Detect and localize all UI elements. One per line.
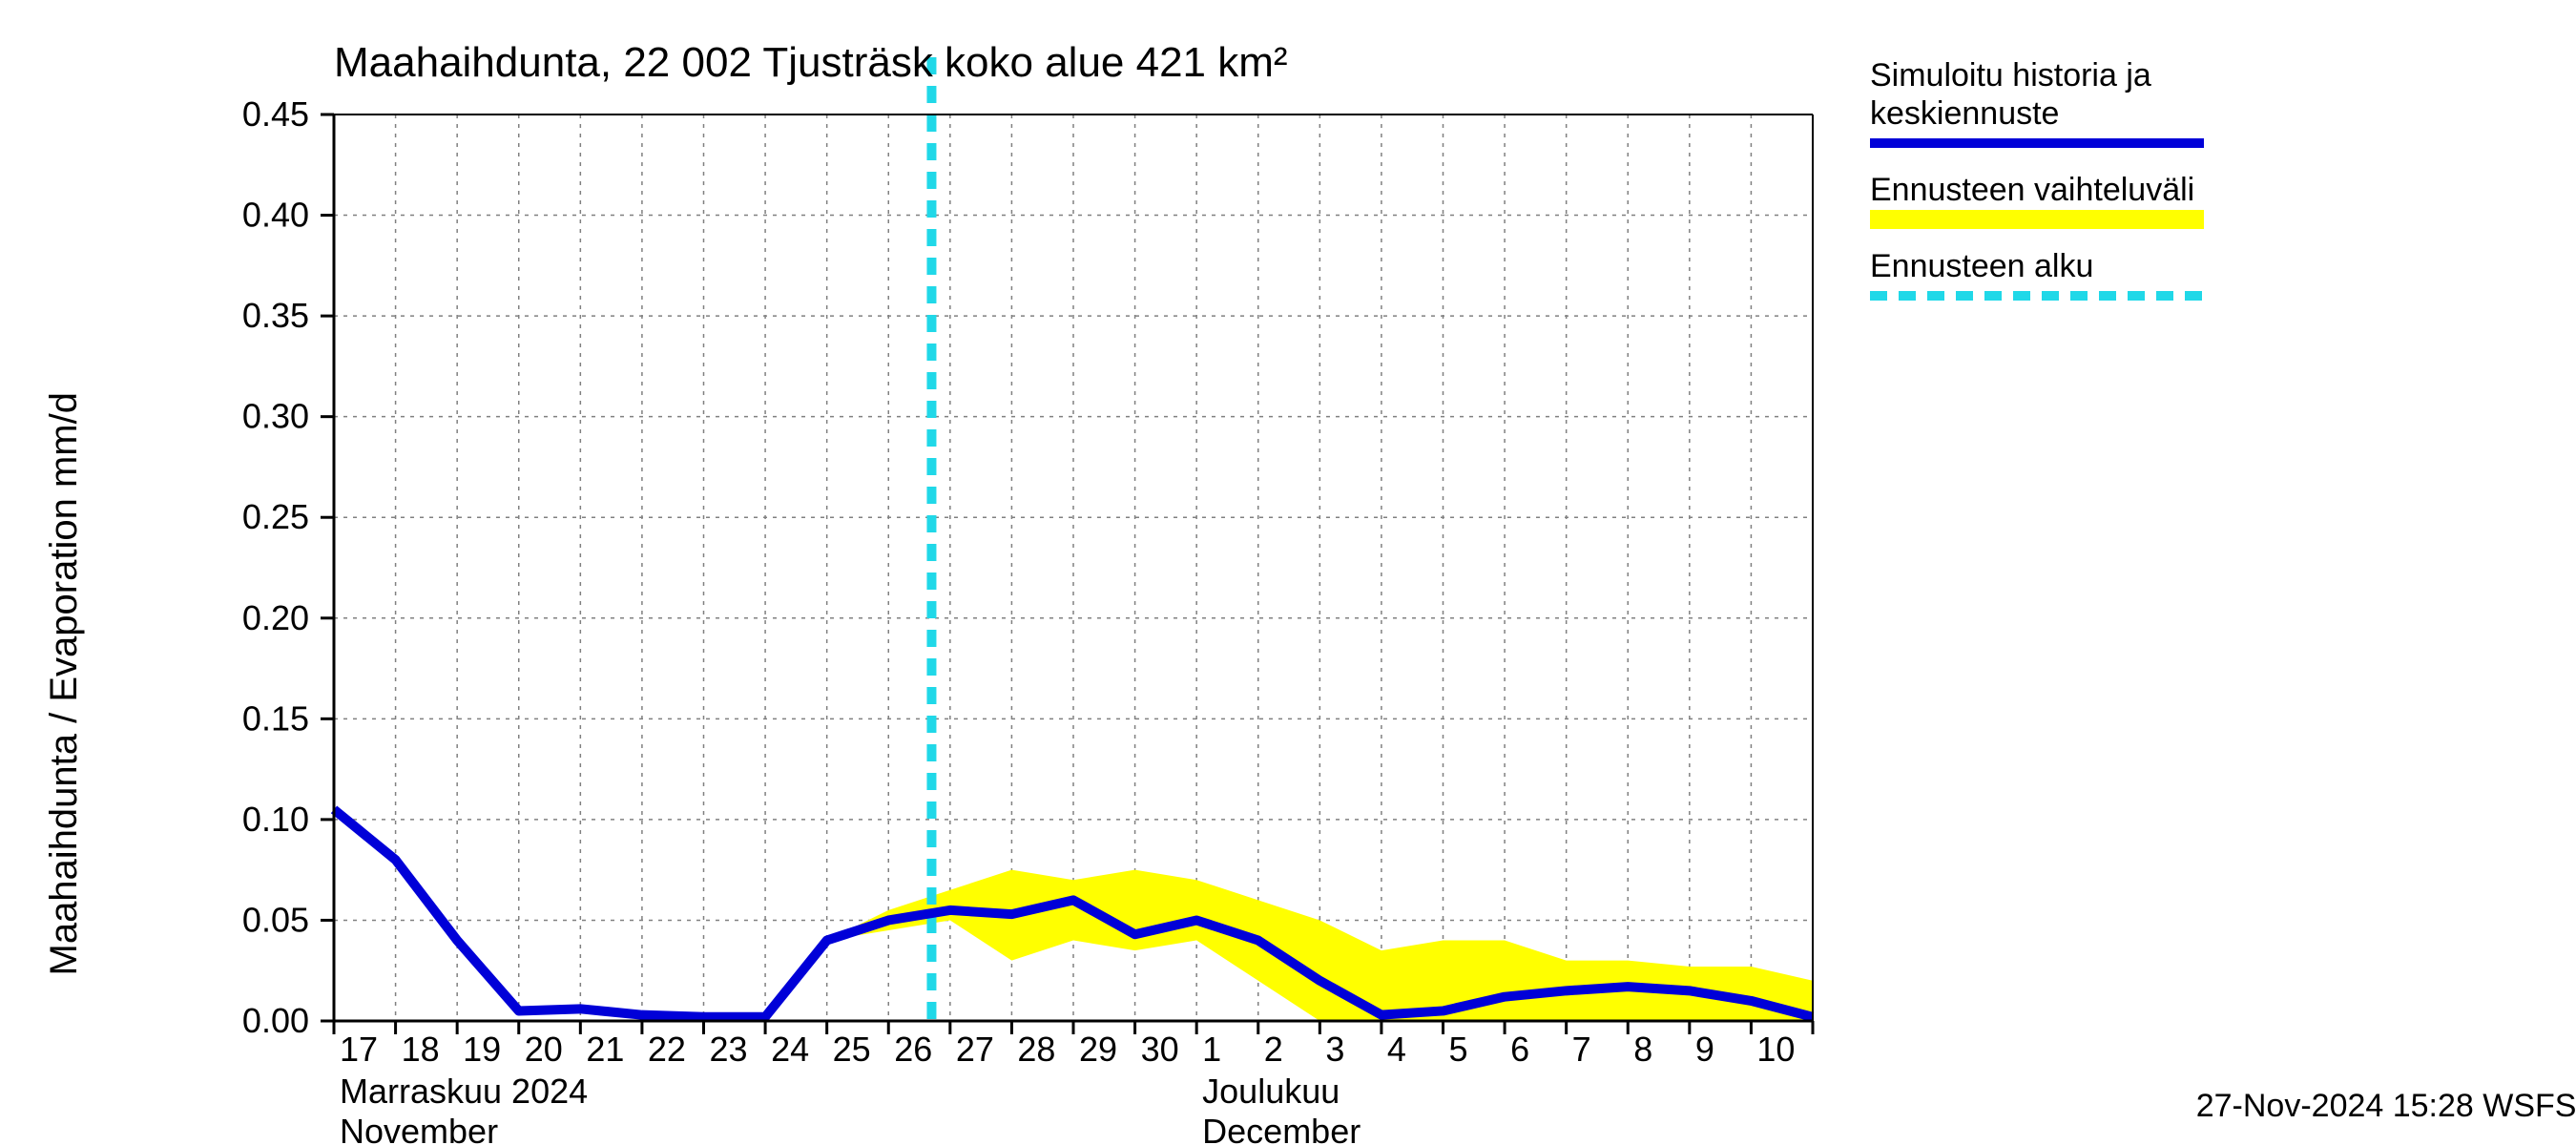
x-tick-label: 2 <box>1264 1030 1283 1069</box>
x-tick-label: 30 <box>1141 1030 1179 1069</box>
y-tick-label: 0.25 <box>242 497 309 536</box>
y-tick-label: 0.00 <box>242 1001 309 1040</box>
month-label: Marraskuu 2024 <box>340 1072 588 1111</box>
x-tick-label: 22 <box>648 1030 686 1069</box>
evaporation-chart: 0.00 0.05 0.10 0.15 0.20 0.25 0.30 0.35 0.40 0.45… <box>0 0 2576 1145</box>
legend: Simuloitu historia jakeskiennuste Ennuste… <box>1870 57 2204 296</box>
x-tick-label: 20 <box>525 1030 563 1069</box>
y-tick-label: 0.30 <box>242 397 309 436</box>
x-tick-label: 29 <box>1079 1030 1117 1069</box>
x-tick-label: 17 <box>340 1030 378 1069</box>
x-tick-label: 9 <box>1695 1030 1714 1069</box>
x-tick-label: 8 <box>1633 1030 1652 1069</box>
y-tick-label: 0.10 <box>242 800 309 839</box>
x-tick-label: 1 <box>1202 1030 1221 1069</box>
chart-title: Maahaihdunta, 22 002 Tjusträsk koko alue… <box>334 39 1288 86</box>
x-tick-label: 4 <box>1387 1030 1406 1069</box>
y-tick-label: 0.40 <box>242 196 309 235</box>
y-tick-label: 0.45 <box>242 94 309 134</box>
x-tick-label: 23 <box>710 1030 748 1069</box>
y-axis-label: Maahaihdunta / Evaporation mm/d <box>43 392 85 975</box>
legend-band-sample <box>1870 210 2204 229</box>
footer-timestamp: 27-Nov-2024 15:28 WSFS-O <box>2196 1088 2576 1124</box>
x-tick-label: 18 <box>402 1030 440 1069</box>
x-tick-label: 3 <box>1325 1030 1344 1069</box>
x-tick-label: 27 <box>956 1030 994 1069</box>
x-tick-label: 10 <box>1756 1030 1795 1069</box>
x-tick-label: 21 <box>586 1030 624 1069</box>
month-label: Joulukuu <box>1202 1072 1340 1111</box>
legend-item-label: Simuloitu historia ja <box>1870 57 2151 94</box>
legend-item-label: Ennusteen vaihteluväli <box>1870 172 2194 208</box>
month-label: November <box>340 1112 498 1145</box>
x-tick-label: 28 <box>1017 1030 1055 1069</box>
x-tick-label: 26 <box>894 1030 932 1069</box>
month-label: December <box>1202 1112 1361 1145</box>
y-tick-label: 0.05 <box>242 900 309 939</box>
x-tick-label: 25 <box>833 1030 871 1069</box>
x-tick-label: 7 <box>1572 1030 1591 1069</box>
legend-item-label: Ennusteen alku <box>1870 248 2093 284</box>
y-tick-label: 0.15 <box>242 698 309 738</box>
x-tick-label: 6 <box>1510 1030 1529 1069</box>
y-tick-label: 0.35 <box>242 296 309 335</box>
y-tick-label: 0.20 <box>242 598 309 637</box>
x-tick-label: 19 <box>463 1030 501 1069</box>
legend-item-label: keskiennuste <box>1870 95 2059 132</box>
x-tick-label: 24 <box>771 1030 809 1069</box>
x-tick-label: 5 <box>1449 1030 1468 1069</box>
